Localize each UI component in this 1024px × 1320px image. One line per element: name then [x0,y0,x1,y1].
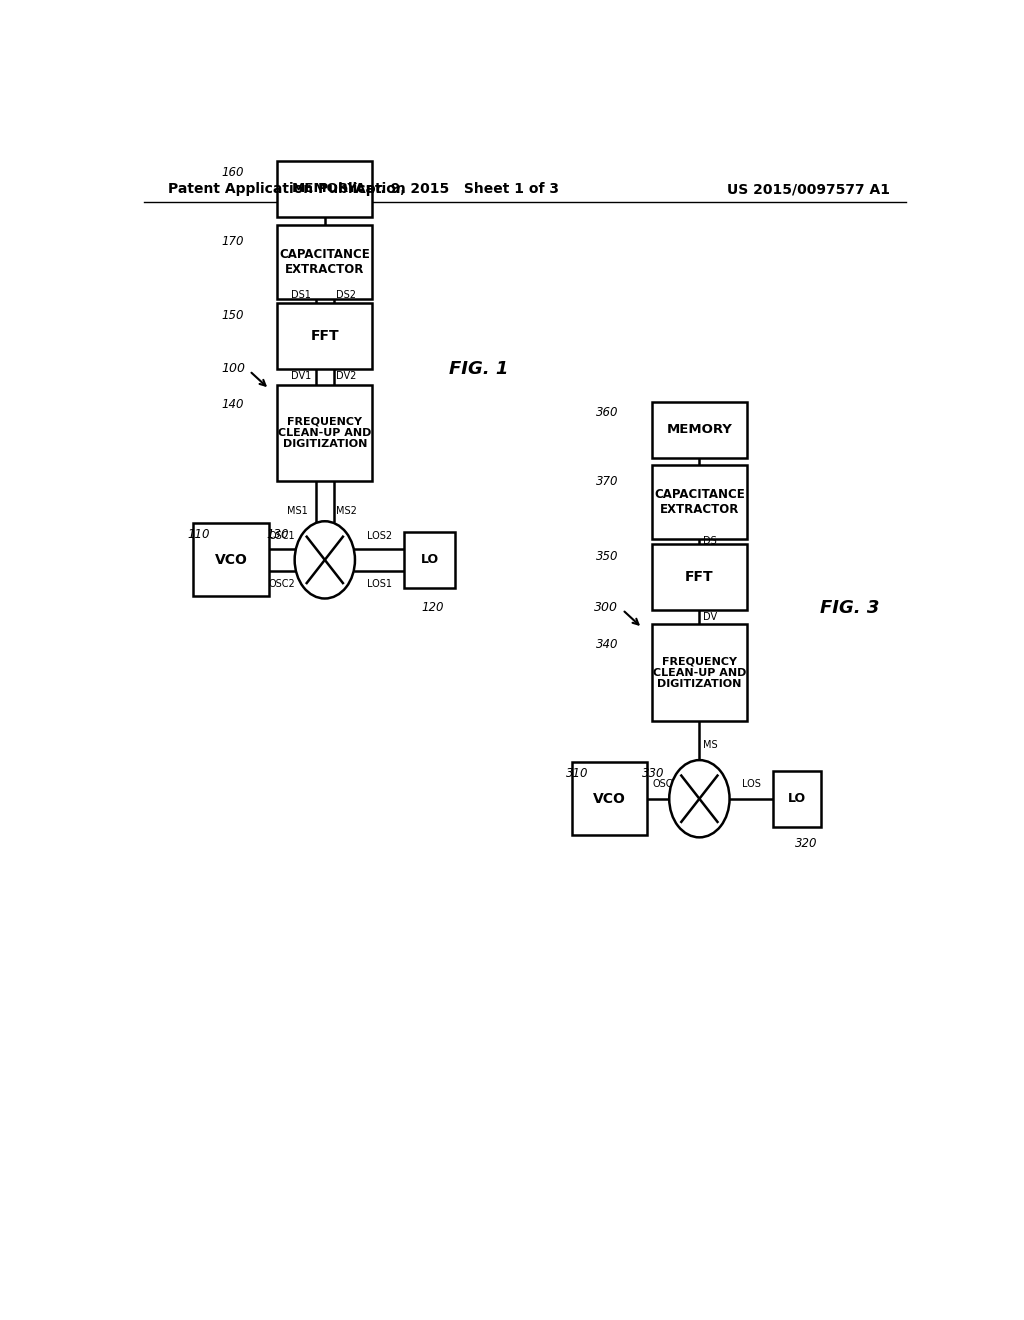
Bar [773,771,821,826]
Text: MEMORY: MEMORY [292,182,357,195]
Text: FREQUENCY
CLEAN-UP AND
DIGITIZATION: FREQUENCY CLEAN-UP AND DIGITIZATION [652,656,746,689]
Bar [651,624,746,721]
Text: VCO: VCO [593,792,626,805]
Bar [651,401,746,458]
Text: 330: 330 [642,767,665,780]
Text: MS1: MS1 [288,506,308,516]
Text: 130: 130 [267,528,290,541]
Text: MS: MS [703,741,718,750]
Text: 360: 360 [596,407,618,418]
Text: 340: 340 [596,638,618,651]
Text: FIG. 3: FIG. 3 [820,599,880,616]
Text: DV1: DV1 [291,371,311,381]
Text: 110: 110 [187,528,210,541]
Text: LOS2: LOS2 [367,531,392,541]
Text: OSC1: OSC1 [268,531,295,541]
Circle shape [295,521,355,598]
Text: 120: 120 [422,601,444,614]
Text: LO: LO [787,792,806,805]
Text: 160: 160 [221,166,244,180]
Bar [651,466,746,539]
Text: FIG. 1: FIG. 1 [450,360,509,378]
Circle shape [670,760,729,837]
Text: OSC: OSC [652,779,673,788]
Text: LO: LO [421,553,438,566]
Text: DV2: DV2 [336,371,356,381]
Text: 170: 170 [221,235,244,248]
Text: DS: DS [703,536,717,546]
Text: CAPACITANCE
EXTRACTOR: CAPACITANCE EXTRACTOR [280,248,371,276]
Text: CAPACITANCE
EXTRACTOR: CAPACITANCE EXTRACTOR [654,488,744,516]
Bar [278,161,373,216]
Bar [572,762,647,836]
Text: 150: 150 [221,309,244,322]
Bar [278,304,373,370]
Bar [278,226,373,298]
Text: DV: DV [703,612,718,622]
Text: DS1: DS1 [292,290,311,300]
Text: OSC2: OSC2 [268,579,295,589]
Text: 320: 320 [795,837,817,850]
Text: MEMORY: MEMORY [667,424,732,437]
Text: Patent Application Publication: Patent Application Publication [168,182,406,195]
Bar [403,532,456,587]
Text: LOS1: LOS1 [367,579,392,589]
Text: FFT: FFT [310,329,339,343]
Text: 100: 100 [221,362,246,375]
Text: US 2015/0097577 A1: US 2015/0097577 A1 [727,182,890,195]
Text: 140: 140 [221,397,244,411]
Text: 350: 350 [596,550,618,564]
Text: 300: 300 [595,601,618,614]
Text: FREQUENCY
CLEAN-UP AND
DIGITIZATION: FREQUENCY CLEAN-UP AND DIGITIZATION [279,416,372,449]
Text: DS2: DS2 [336,290,356,300]
Text: 370: 370 [596,475,618,488]
Bar [194,523,269,597]
Text: MS2: MS2 [336,506,356,516]
Text: Apr. 9, 2015   Sheet 1 of 3: Apr. 9, 2015 Sheet 1 of 3 [355,182,559,195]
Bar [651,544,746,610]
Text: 310: 310 [566,767,589,780]
Text: LOS: LOS [742,779,761,788]
Text: VCO: VCO [215,553,248,566]
Bar [278,384,373,480]
Text: FFT: FFT [685,570,714,585]
